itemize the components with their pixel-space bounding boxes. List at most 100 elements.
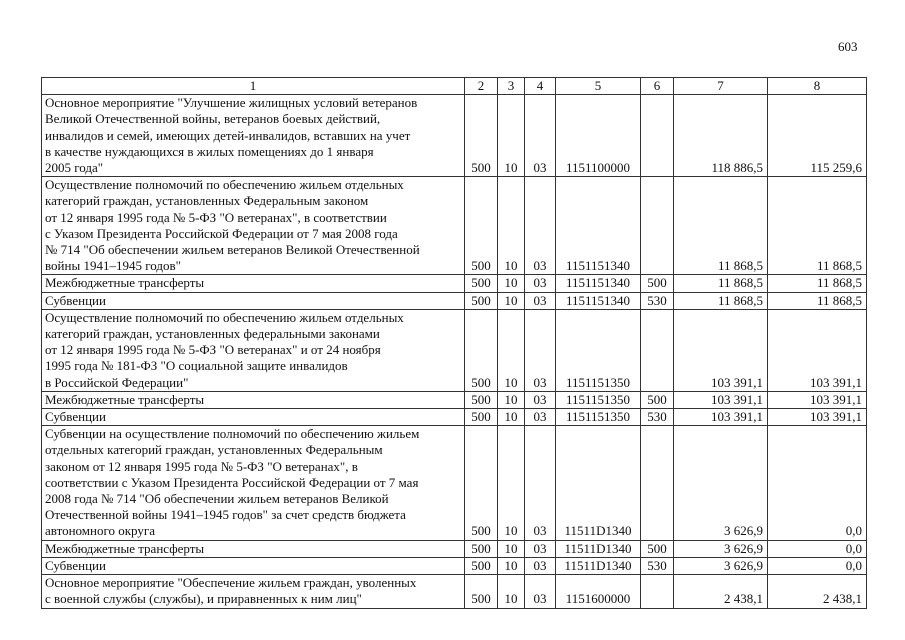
- section-code: 500: [464, 408, 498, 427]
- expense-type-code: [640, 308, 674, 392]
- subsection-code-2: 03: [524, 539, 556, 558]
- target-article-code: 1151151350: [555, 390, 641, 410]
- amount-year-2: 103 391,1: [767, 390, 867, 410]
- expense-type-code: [640, 574, 674, 609]
- amount-year-1: 103 391,1: [673, 308, 768, 392]
- subsection-code-2: 03: [524, 390, 556, 410]
- amount-year-1: 3 626,9: [673, 539, 768, 558]
- row-description: Межбюджетные трансферты: [41, 274, 465, 293]
- expense-type-code: 500: [640, 390, 674, 410]
- amount-year-1: 3 626,9: [673, 425, 768, 541]
- table-row: Субвенции 500 10 03 1151151350 530 103 391,1 10…: [41, 408, 867, 427]
- subsection-code: 10: [497, 408, 525, 427]
- row-description: Основное мероприятие "Обеспечение жильем…: [41, 574, 465, 609]
- amount-year-2: 11 868,5: [767, 274, 867, 293]
- expense-type-code: 500: [640, 539, 674, 558]
- page-number: 603: [838, 39, 858, 54]
- target-article-code: 1151600000: [555, 574, 641, 609]
- section-code: 500: [464, 94, 498, 178]
- subsection-code: 10: [497, 539, 525, 558]
- subsection-code-2: 03: [524, 556, 556, 576]
- table-row: Межбюджетные трансферты 500 10 03 11511D1340…: [41, 539, 867, 558]
- amount-year-2: 2 438,1: [767, 574, 867, 609]
- amount-year-1: 2 438,1: [673, 574, 768, 609]
- amount-year-2: 103 391,1: [767, 308, 867, 392]
- expense-type-code: 530: [640, 556, 674, 576]
- budget-table: 1 2 3 4 5 6 7 8 Основное мероприятие "Ул…: [41, 76, 867, 609]
- table-row: Субвенции на осуществление полномочий по…: [41, 425, 867, 541]
- column-header: 6: [640, 76, 674, 96]
- expense-type-code: 530: [640, 408, 674, 427]
- target-article-code: 1151151340: [555, 176, 641, 276]
- table-row: Осуществление полномочий по обеспечению …: [41, 308, 867, 392]
- expense-type-code: 530: [640, 291, 674, 310]
- subsection-code: 10: [497, 425, 525, 541]
- subsection-code-2: 03: [524, 94, 556, 178]
- table-row: Субвенции 500 10 03 11511D1340 530 3 626,9 0,0: [41, 556, 867, 576]
- subsection-code-2: 03: [524, 176, 556, 276]
- amount-year-1: 103 391,1: [673, 408, 768, 427]
- column-header: 8: [767, 76, 867, 96]
- amount-year-2: 11 868,5: [767, 291, 867, 310]
- target-article-code: 11511D1340: [555, 556, 641, 576]
- row-description: Субвенции: [41, 408, 465, 427]
- table-row: Основное мероприятие "Улучшение жилищных…: [41, 94, 867, 178]
- subsection-code-2: 03: [524, 425, 556, 541]
- amount-year-1: 3 626,9: [673, 556, 768, 576]
- subsection-code-2: 03: [524, 574, 556, 609]
- subsection-code-2: 03: [524, 408, 556, 427]
- row-description: Межбюджетные трансферты: [41, 539, 465, 558]
- section-code: 500: [464, 539, 498, 558]
- subsection-code: 10: [497, 176, 525, 276]
- column-header: 4: [524, 76, 556, 96]
- subsection-code: 10: [497, 274, 525, 293]
- expense-type-code: [640, 176, 674, 276]
- subsection-code: 10: [497, 574, 525, 609]
- table-row: Межбюджетные трансферты 500 10 03 1151151350…: [41, 390, 867, 410]
- amount-year-1: 103 391,1: [673, 390, 768, 410]
- subsection-code: 10: [497, 94, 525, 178]
- table-row: Осуществление полномочий по обеспечению …: [41, 176, 867, 276]
- amount-year-1: 11 868,5: [673, 274, 768, 293]
- section-code: 500: [464, 574, 498, 609]
- row-description: Субвенции: [41, 556, 465, 576]
- target-article-code: 11511D1340: [555, 539, 641, 558]
- column-header: 3: [497, 76, 525, 96]
- table-row: Субвенции 500 10 03 1151151340 530 11 868,5 11 …: [41, 291, 867, 310]
- column-header: 1: [41, 76, 465, 96]
- header-row: 1 2 3 4 5 6 7 8: [41, 76, 867, 96]
- target-article-code: 1151151340: [555, 291, 641, 310]
- row-description: Субвенции: [41, 291, 465, 310]
- amount-year-2: 11 868,5: [767, 176, 867, 276]
- column-header: 7: [673, 76, 768, 96]
- column-header: 2: [464, 76, 498, 96]
- section-code: 500: [464, 556, 498, 576]
- subsection-code: 10: [497, 308, 525, 392]
- expense-type-code: 500: [640, 274, 674, 293]
- section-code: 500: [464, 176, 498, 276]
- amount-year-2: 0,0: [767, 539, 867, 558]
- table-row: Межбюджетные трансферты 500 10 03 1151151340…: [41, 274, 867, 293]
- amount-year-2: 0,0: [767, 425, 867, 541]
- subsection-code-2: 03: [524, 291, 556, 310]
- section-code: 500: [464, 390, 498, 410]
- section-code: 500: [464, 425, 498, 541]
- row-description: Осуществление полномочий по обеспечению …: [41, 176, 465, 276]
- target-article-code: 1151151350: [555, 408, 641, 427]
- subsection-code: 10: [497, 556, 525, 576]
- row-description: Субвенции на осуществление полномочий по…: [41, 425, 465, 541]
- target-article-code: 1151100000: [555, 94, 641, 178]
- section-code: 500: [464, 291, 498, 310]
- subsection-code: 10: [497, 291, 525, 310]
- section-code: 500: [464, 274, 498, 293]
- target-article-code: 11511D1340: [555, 425, 641, 541]
- target-article-code: 1151151340: [555, 274, 641, 293]
- amount-year-1: 11 868,5: [673, 291, 768, 310]
- column-header: 5: [555, 76, 641, 96]
- expense-type-code: [640, 425, 674, 541]
- row-description: Основное мероприятие "Улучшение жилищных…: [41, 94, 465, 178]
- expense-type-code: [640, 94, 674, 178]
- amount-year-1: 11 868,5: [673, 176, 768, 276]
- amount-year-2: 103 391,1: [767, 408, 867, 427]
- subsection-code: 10: [497, 390, 525, 410]
